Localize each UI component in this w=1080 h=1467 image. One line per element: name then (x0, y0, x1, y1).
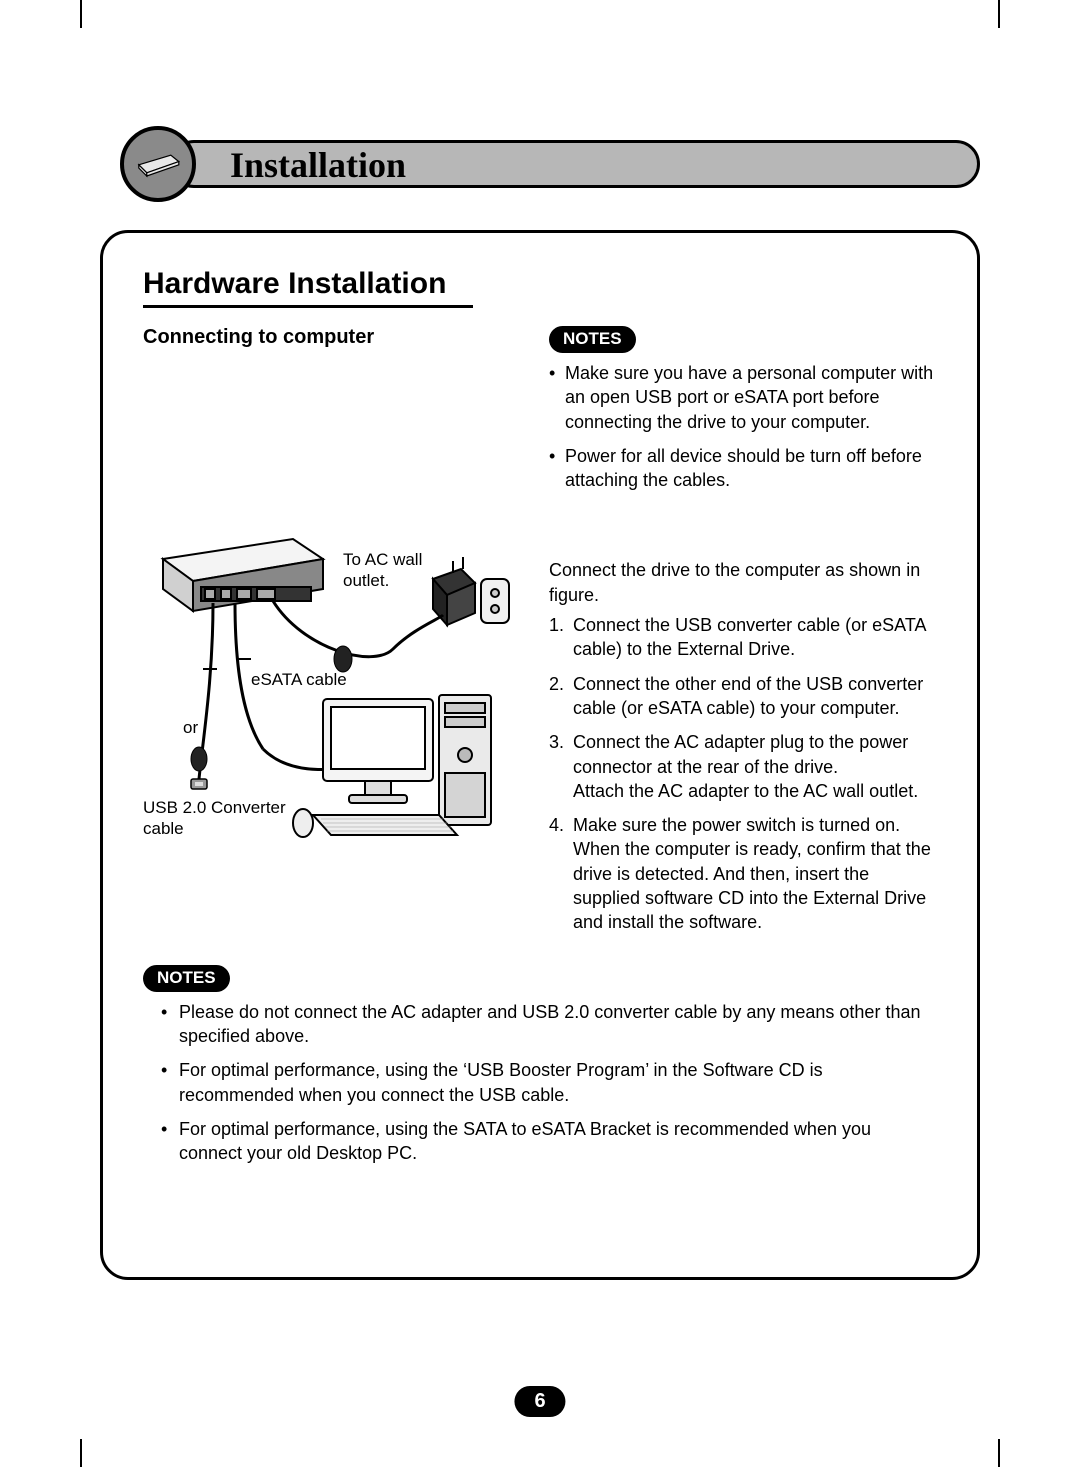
drive-icon (120, 126, 196, 202)
diagram-label-ac: To AC wall outlet. (343, 549, 453, 592)
step-item: Make sure the power switch is turned on.… (549, 813, 937, 934)
step-text: Connect the AC adapter plug to the power… (573, 732, 908, 776)
diagram-label-or: or (183, 717, 198, 738)
diagram-label-esata: eSATA cable (251, 669, 347, 690)
crop-mark (80, 0, 82, 28)
step-subtext: Attach the AC adapter to the AC wall out… (573, 779, 937, 803)
section-title: Installation (230, 144, 406, 186)
step-text: Connect the other end of the USB convert… (573, 674, 923, 718)
note-item: For optimal performance, using the SATA … (143, 1117, 937, 1166)
step-item: Connect the other end of the USB convert… (549, 672, 937, 721)
bottom-notes: NOTES Please do not connect the AC adapt… (143, 965, 937, 1166)
diagram-label-usb: USB 2.0 Converter cable (143, 797, 323, 840)
notes-list-top: Make sure you have a personal computer w… (549, 361, 937, 492)
title-underline (143, 305, 473, 308)
note-item: Make sure you have a personal computer w… (549, 361, 937, 434)
left-column: Connecting to computer (143, 326, 513, 945)
step-item: Connect the USB converter cable (or eSAT… (549, 613, 937, 662)
step-item: Connect the AC adapter plug to the power… (549, 730, 937, 803)
crop-mark (80, 1439, 82, 1467)
connect-intro: Connect the drive to the computer as sho… (549, 558, 937, 607)
subheading: Connecting to computer (143, 326, 513, 349)
page-title: Hardware Installation (143, 267, 937, 301)
notes-badge: NOTES (549, 326, 636, 353)
right-column: NOTES Make sure you have a personal comp… (549, 326, 937, 945)
notes-badge: NOTES (143, 965, 230, 992)
note-item: For optimal performance, using the ‘USB … (143, 1058, 937, 1107)
content-box: Hardware Installation Connecting to comp… (100, 230, 980, 1280)
note-item: Please do not connect the AC adapter and… (143, 1000, 937, 1049)
crop-mark (998, 1439, 1000, 1467)
notes-list-bottom: Please do not connect the AC adapter and… (143, 1000, 937, 1166)
step-text: Connect the USB converter cable (or eSAT… (573, 615, 926, 659)
note-item: Power for all device should be turn off … (549, 444, 937, 493)
step-text: Make sure the power switch is turned on.… (573, 815, 931, 932)
page-number: 6 (514, 1386, 565, 1417)
steps-list: Connect the USB converter cable (or eSAT… (549, 613, 937, 935)
connection-diagram: To AC wall outlet. eSATA cable or USB 2.… (143, 519, 513, 939)
crop-mark (998, 0, 1000, 28)
section-header: Installation (120, 130, 1000, 200)
